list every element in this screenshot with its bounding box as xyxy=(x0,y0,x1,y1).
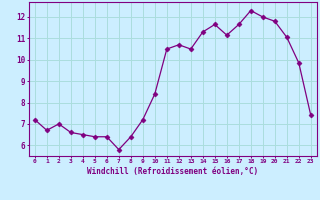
X-axis label: Windchill (Refroidissement éolien,°C): Windchill (Refroidissement éolien,°C) xyxy=(87,167,258,176)
